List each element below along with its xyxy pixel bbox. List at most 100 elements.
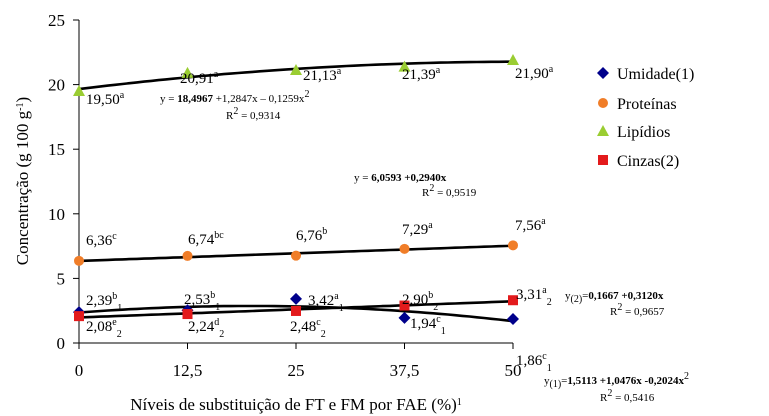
legend-marker-prote-nas [598, 98, 608, 108]
data-label-superscript: a [120, 90, 125, 101]
data-label-superscript: d [214, 317, 219, 328]
y-tick-label: 10 [48, 205, 65, 224]
data-label-value: 19,50 [86, 92, 120, 108]
data-label-superscript: c [436, 314, 441, 325]
data-label: 3,42a1 [308, 291, 344, 314]
equation-lip-dios: y = 18,4967 +1,2847x – 0,1259x2 [160, 89, 309, 105]
point-prote-nas [399, 243, 410, 254]
r2-superscript: 2 [607, 388, 612, 399]
data-label-value: 6,36 [86, 233, 113, 249]
data-label-subscript: 2 [117, 329, 122, 340]
point-cinzas-2 [291, 305, 301, 316]
data-label: 21,13a [303, 66, 342, 84]
data-label: 3,31a2 [516, 285, 552, 308]
legend-label-prote-nas: Proteínas [617, 96, 677, 113]
data-label-value: 21,90 [515, 66, 549, 82]
point-lip-dios [181, 66, 194, 78]
data-label-value: 7,29 [402, 222, 428, 238]
data-label-subscript: 2 [321, 329, 326, 340]
legend-marker-umidade-1 [597, 67, 609, 79]
data-label-subscript: 2 [433, 302, 438, 313]
data-label-value: 3,31 [516, 287, 542, 303]
equation-equals: = [561, 375, 567, 387]
r2-superscript: 2 [617, 302, 622, 313]
x-axis-title: Níveis de substituição de FT e FM por FA… [130, 395, 462, 414]
data-label-superscript: b [322, 226, 327, 237]
r2-label: R [610, 306, 618, 318]
data-label: 6,76b [296, 226, 327, 244]
equation-subscript: (2) [571, 294, 583, 305]
data-label-subscript: 2 [547, 297, 552, 308]
x-axis-title-text: Níveis de substituição de FT e FM por FA… [130, 395, 457, 414]
data-label: 21,39a [402, 65, 441, 83]
data-label-value: 3,42 [308, 293, 334, 309]
r2-value: = 0,9657 [622, 306, 664, 318]
point-umidade-1 [507, 312, 519, 325]
data-label-superscript: a [428, 220, 433, 231]
r-squared-cinzas-2: R2 = 0,9657 [610, 302, 665, 318]
data-label: 2,24d2 [188, 317, 224, 340]
data-label: 2,08e2 [86, 317, 122, 340]
data-label-value: 2,39 [86, 293, 112, 309]
data-label-value: 1,86 [516, 353, 543, 369]
point-prote-nas [508, 240, 518, 251]
r-squared-lip-dios: R2 = 0,9314 [226, 106, 281, 122]
data-points [73, 54, 519, 325]
r2-superscript: 2 [233, 106, 238, 117]
equation-coefficients: 6,0593 +0,2940x [371, 172, 447, 184]
data-label: 2,90b2 [402, 290, 438, 313]
data-label-superscript: b [428, 290, 433, 301]
y-tick-label: 15 [48, 140, 65, 159]
point-lip-dios [73, 85, 85, 97]
r2-superscript: 2 [429, 183, 434, 194]
data-label-value: 2,48 [290, 319, 316, 335]
equation-exponent: 2 [684, 371, 689, 382]
data-label-superscript: c [112, 231, 117, 242]
data-label-superscript: a [436, 65, 441, 76]
r2-value: = 0,9519 [434, 187, 476, 199]
legend-label-umidade-1: Umidade(1) [617, 66, 694, 83]
data-label-superscript: bc [214, 230, 224, 241]
legend-label-cinzas-2: Cinzas(2) [617, 153, 679, 170]
data-label: 6,36c [86, 231, 117, 249]
data-label: 7,56a [515, 216, 546, 234]
data-label-subscript: 1 [215, 302, 220, 313]
equation-coefficients: 0,1667 +0,3120x [588, 290, 664, 302]
data-label-superscript: a [542, 285, 547, 296]
legend: Umidade(1) Proteínas Lipídios Cinzas(2) [597, 66, 694, 170]
x-tick-label: 37,5 [390, 361, 420, 380]
x-tick-label: 0 [75, 361, 84, 380]
equation-terms: +1,2847x – 0,1259x [213, 93, 305, 105]
y-tick-label: 25 [48, 11, 65, 30]
x-axis-title-superscript: 1 [457, 397, 462, 408]
data-label-subscript: 1 [117, 303, 122, 314]
data-label-superscript: a [541, 216, 546, 227]
data-label-subscript: 1 [547, 363, 552, 374]
data-label-value: 6,76 [296, 228, 323, 244]
point-cinzas-2 [399, 300, 410, 311]
point-lip-dios [398, 60, 411, 72]
y-tick-label: 5 [57, 269, 66, 288]
data-label-subscript: 1 [339, 303, 344, 314]
y-axis-title-superscript: -1 [15, 102, 26, 110]
point-umidade-1 [398, 311, 411, 324]
x-tick-label: 25 [288, 361, 305, 380]
data-label: 1,86c1 [516, 351, 552, 374]
data-label-superscript: b [112, 291, 117, 302]
data-label: 7,29a [402, 220, 433, 238]
data-label-superscript: a [214, 69, 219, 80]
r2-label: R [226, 110, 234, 122]
equation-coefficients: 18,4967 [177, 93, 213, 105]
data-label-superscript: c [316, 317, 321, 328]
data-label-value: 21,13 [303, 68, 337, 84]
data-label-value: 20,91 [180, 71, 214, 87]
data-label: 2,53b1 [184, 290, 220, 313]
axes: 0 5 10 15 20 25 0 12,5 25 37,5 50 Níveis de substit… [13, 11, 522, 414]
equation-equals: = [582, 290, 588, 302]
data-label-superscript: a [549, 64, 554, 75]
data-label: 2,48c2 [290, 317, 326, 340]
data-label-superscript: c [542, 351, 547, 362]
r2-value: = 0,9314 [238, 110, 280, 122]
point-prote-nas [182, 250, 193, 261]
y-tick-label: 20 [48, 76, 65, 95]
